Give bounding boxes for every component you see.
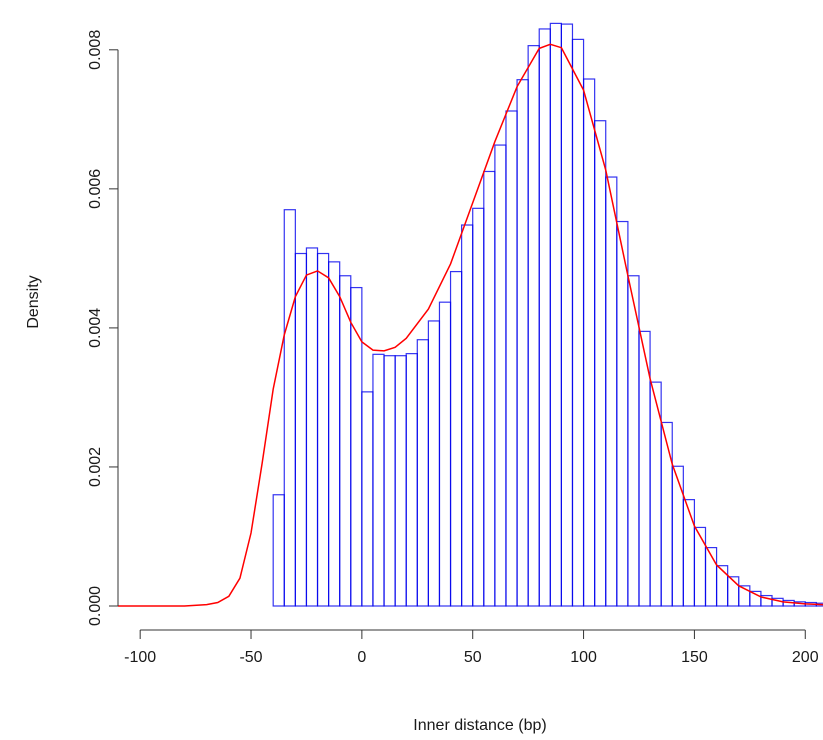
histogram-bar (571, 38, 585, 607)
histogram-bar (516, 79, 529, 607)
x-tick-label: 150 (681, 649, 708, 666)
histogram-bar (483, 170, 496, 607)
y-tick-label: 0.000 (87, 586, 104, 626)
histogram-bar (472, 207, 485, 607)
y-axis-ticks: 0.000 0.002 0.004 0.006 0.008 (87, 30, 118, 626)
histogram-bar (549, 22, 562, 607)
histogram-bar (671, 465, 684, 607)
histogram-bar (405, 353, 418, 607)
histogram-bar (715, 565, 729, 607)
y-tick-label: 0.004 (87, 308, 104, 348)
x-tick-label: -100 (124, 649, 156, 666)
histogram-bar (438, 301, 452, 607)
histogram-bar (416, 339, 429, 607)
histogram-bar (582, 78, 596, 607)
histogram-bars (272, 22, 823, 607)
x-axis-label: Inner distance (bp) (413, 717, 546, 734)
histogram-bar (339, 275, 352, 607)
histogram-bar (427, 320, 441, 607)
histogram-bar (693, 526, 707, 607)
histogram-bar (527, 45, 540, 607)
y-axis-label: Density (25, 275, 42, 328)
histogram-bar (283, 209, 296, 607)
histogram-bar (505, 110, 518, 607)
histogram-bar (328, 261, 341, 607)
x-tick-label: -50 (239, 649, 262, 666)
histogram-bar (361, 391, 374, 607)
histogram-bar (272, 494, 285, 607)
histogram-bar (461, 224, 474, 607)
histogram-bar (538, 28, 551, 607)
histogram-bar (560, 23, 574, 607)
histogram-bar (449, 270, 463, 607)
histogram-bar (294, 252, 308, 607)
x-tick-label: 0 (357, 649, 366, 666)
histogram-bar (682, 499, 696, 607)
histogram-bar (372, 353, 385, 607)
histogram-bar (305, 247, 319, 607)
y-tick-label: 0.006 (87, 169, 104, 209)
histogram-bar (605, 176, 618, 607)
x-tick-label: 50 (464, 649, 482, 666)
histogram-bar (627, 275, 640, 607)
x-tick-label: 100 (570, 649, 597, 666)
y-tick-label: 0.008 (87, 30, 104, 70)
y-tick-label: 0.002 (87, 447, 104, 487)
x-tick-label: 200 (792, 649, 819, 666)
histogram-bar (594, 120, 607, 607)
histogram-bar (316, 252, 330, 607)
histogram-bar (383, 355, 396, 607)
histogram-bar (494, 144, 507, 607)
histogram-bar (350, 286, 363, 607)
histogram-bar (660, 421, 673, 607)
density-curve (118, 43, 823, 607)
histogram-bar (616, 220, 629, 607)
histogram-bar (394, 355, 407, 607)
x-axis-ticks: -100 -50 0 50 100 150 200 (124, 630, 819, 666)
